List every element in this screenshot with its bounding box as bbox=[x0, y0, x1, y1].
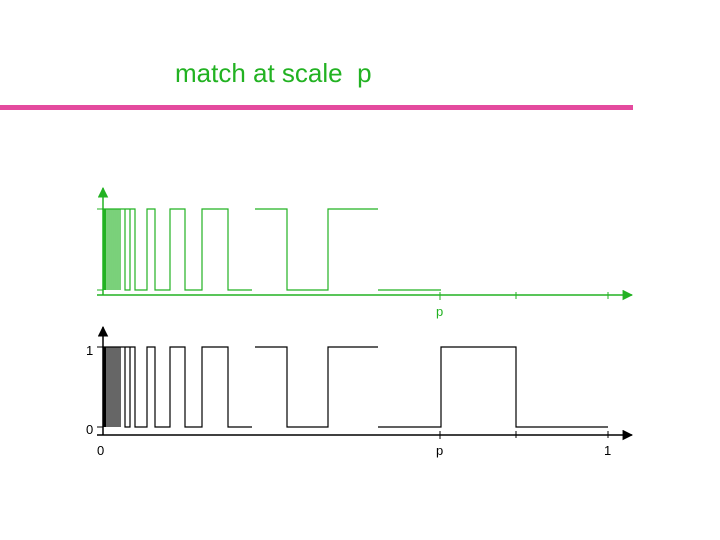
bottom-y-label-1: 1 bbox=[86, 343, 93, 358]
top-square-wave bbox=[102, 208, 441, 291]
bottom-dense-band bbox=[103, 347, 106, 427]
top-plot: p bbox=[97, 186, 634, 319]
top-dense-band bbox=[103, 209, 106, 290]
bottom-x-label-0: 0 bbox=[97, 443, 104, 458]
top-x-label-p: p bbox=[436, 304, 443, 319]
bottom-plot: 1 0 0 p 1 bbox=[86, 325, 634, 458]
slide-title: match at scale p bbox=[175, 58, 372, 88]
bottom-y-label-0: 0 bbox=[86, 422, 93, 437]
bottom-x-label-1: 1 bbox=[604, 443, 611, 458]
bottom-x-label-p: p bbox=[436, 443, 443, 458]
bottom-square-wave bbox=[102, 346, 608, 428]
title-divider bbox=[0, 105, 633, 110]
